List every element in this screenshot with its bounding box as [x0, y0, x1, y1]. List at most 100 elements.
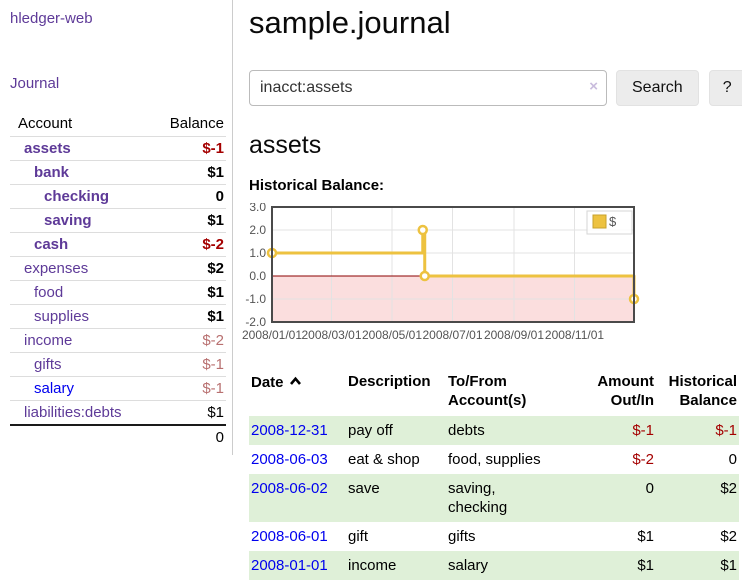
- brand-link[interactable]: hledger-web: [10, 10, 93, 27]
- description-cell: eat & shop: [348, 451, 420, 468]
- register-row: 2008-12-31 pay off debts $-1 $-1: [249, 416, 739, 445]
- y-tick-label: -2.0: [245, 315, 266, 329]
- register-table: Date Description To/From Account(s) Amou…: [249, 370, 739, 580]
- accounts-cell: saving, checking: [448, 480, 508, 516]
- account-link-cash[interactable]: cash: [34, 236, 69, 253]
- account-balance: $-2: [147, 328, 226, 353]
- x-tick-label: 2008/05/01: [362, 328, 422, 342]
- account-link-salary[interactable]: salary: [34, 380, 75, 397]
- account-row: bank $1: [10, 160, 226, 185]
- column-header-accounts: To/From Account(s): [448, 373, 527, 409]
- account-balance: $1: [147, 208, 226, 233]
- column-header-date: Date: [249, 370, 346, 416]
- description-cell: save: [348, 480, 380, 497]
- account-row: liabilities:debts $1: [10, 400, 226, 425]
- account-heading: assets: [249, 131, 322, 159]
- x-tick-label: 2008/09/01: [484, 328, 544, 342]
- register-row: 2008-06-02 save saving, checking 0 $2: [249, 474, 739, 522]
- account-row: income $-2: [10, 328, 226, 353]
- register-row: 2008-06-01 gift gifts $1 $2: [249, 522, 739, 551]
- account-row: cash $-2: [10, 232, 226, 257]
- account-row: salary $-1: [10, 376, 226, 401]
- balance-cell: 0: [728, 451, 737, 468]
- account-balance: $1: [147, 160, 226, 185]
- accounts-header-account: Account: [18, 115, 73, 132]
- main-content: sample.journal × Search ? assets Histori…: [233, 0, 742, 580]
- chart-title: Historical Balance:: [249, 177, 385, 194]
- account-link-expenses[interactable]: expenses: [24, 260, 89, 277]
- account-row: supplies $1: [10, 304, 226, 329]
- accounts-header-balance: Balance: [169, 115, 224, 132]
- accounts-total-value: 0: [147, 424, 226, 449]
- account-balance: $-2: [147, 232, 226, 257]
- sidebar: hledger-web Journal Account Balance asse…: [0, 0, 233, 455]
- y-tick-label: 1.0: [249, 246, 266, 260]
- register-row: 2008-06-03 eat & shop food, supplies $-2…: [249, 445, 739, 474]
- account-balance: $-1: [147, 136, 226, 161]
- amount-cell: $1: [637, 557, 654, 574]
- account-link-bank[interactable]: bank: [34, 164, 70, 181]
- account-link-saving[interactable]: saving: [44, 212, 92, 229]
- date-link[interactable]: 2008-06-01: [251, 528, 328, 545]
- account-balance: $-1: [147, 352, 226, 377]
- help-button[interactable]: ?: [708, 70, 742, 106]
- account-link-checking[interactable]: checking: [44, 188, 110, 205]
- account-row: gifts $-1: [10, 352, 226, 377]
- accounts-cell: debts: [448, 422, 485, 439]
- amount-cell: $-2: [632, 451, 654, 468]
- account-row: food $1: [10, 280, 226, 305]
- x-tick-label: 2008/03/01: [301, 328, 361, 342]
- column-header-amount: Amount Out/In: [597, 373, 654, 409]
- account-row: assets $-1: [10, 136, 226, 161]
- x-tick-label: 2008/11/01: [545, 328, 604, 342]
- x-tick-label: 2008/01/01: [242, 328, 302, 342]
- page-title: sample.journal: [249, 5, 451, 40]
- date-link[interactable]: 2008-12-31: [251, 422, 328, 439]
- account-row: saving $1: [10, 208, 226, 233]
- description-cell: pay off: [348, 422, 393, 439]
- account-row: expenses $2: [10, 256, 226, 281]
- y-tick-label: 0.0: [249, 269, 266, 283]
- y-tick-label: -1.0: [245, 292, 266, 306]
- search-button[interactable]: Search: [616, 70, 699, 106]
- account-balance: $2: [147, 256, 226, 281]
- clear-search-icon[interactable]: ×: [589, 78, 598, 95]
- amount-cell: $1: [637, 528, 654, 545]
- x-tick-label: 2008/07/01: [422, 328, 482, 342]
- account-link-assets[interactable]: assets: [24, 140, 71, 157]
- column-header-balance: Historical Balance: [668, 373, 737, 409]
- column-header-description: Description: [348, 373, 431, 390]
- balance-cell: $-1: [715, 422, 737, 439]
- date-link[interactable]: 2008-06-03: [251, 451, 328, 468]
- account-balance: $1: [147, 280, 226, 305]
- account-balance: $-1: [147, 376, 226, 401]
- legend-label: $: [609, 214, 617, 229]
- date-link[interactable]: 2008-01-01: [251, 557, 328, 574]
- account-balance: $1: [147, 304, 226, 329]
- balance-cell: $2: [720, 528, 737, 545]
- amount-cell: 0: [645, 480, 654, 497]
- account-balance: $1: [147, 400, 226, 425]
- plot-border: [271, 206, 635, 323]
- description-cell: gift: [348, 528, 369, 545]
- register-header-row: Date Description To/From Account(s) Amou…: [249, 370, 739, 416]
- y-tick-label: 3.0: [249, 203, 266, 214]
- account-link-supplies[interactable]: supplies: [34, 308, 90, 325]
- account-link-food[interactable]: food: [34, 284, 64, 301]
- accounts-total-row: 0: [10, 424, 226, 449]
- y-tick-label: 2.0: [249, 223, 266, 237]
- sidebar-item-journal[interactable]: Journal: [10, 75, 60, 92]
- accounts-cell: salary: [448, 557, 489, 574]
- register-row: 2008-01-01 income salary $1 $1: [249, 551, 739, 580]
- balance-cell: $1: [720, 557, 737, 574]
- account-row: checking 0: [10, 184, 226, 209]
- date-link[interactable]: 2008-06-02: [251, 480, 328, 497]
- account-link-gifts[interactable]: gifts: [34, 356, 62, 373]
- account-link-income[interactable]: income: [24, 332, 73, 349]
- account-link-liabilities-debts[interactable]: liabilities:debts: [24, 404, 122, 421]
- accounts-cell: gifts: [448, 528, 476, 545]
- search-input[interactable]: [249, 70, 607, 106]
- search-form: × Search ?: [249, 70, 742, 106]
- data-point: [417, 224, 429, 236]
